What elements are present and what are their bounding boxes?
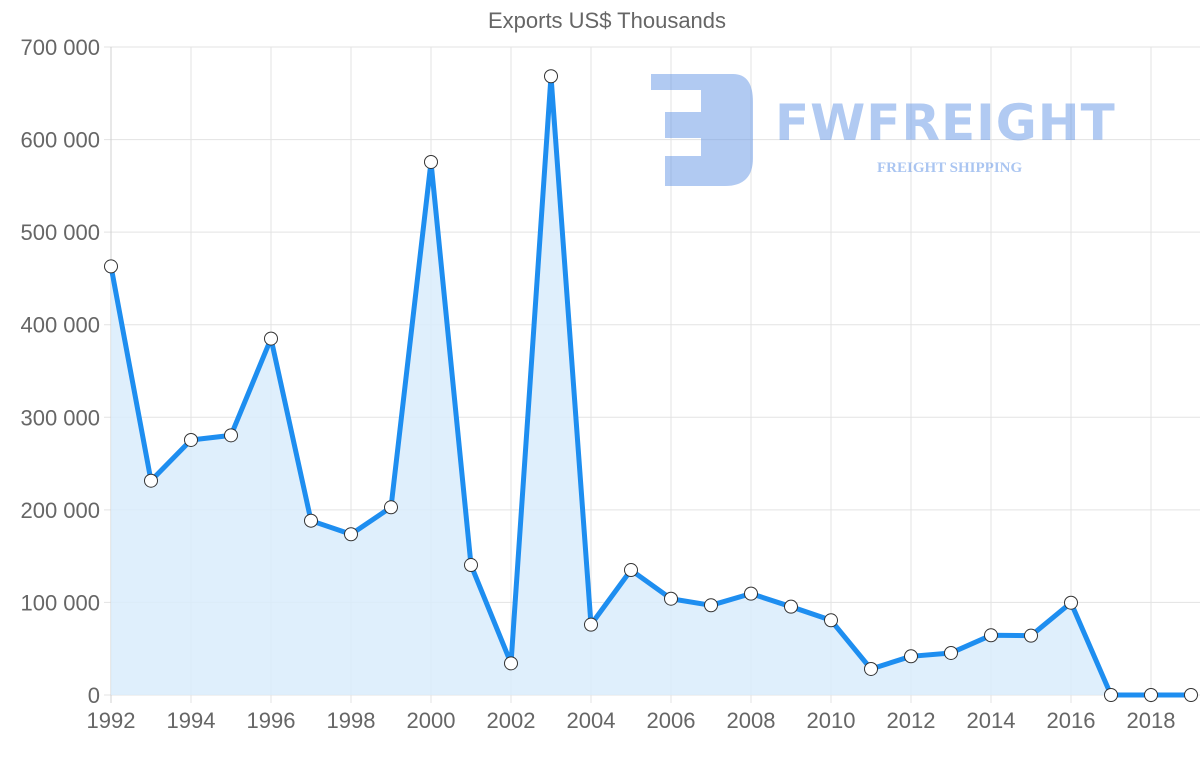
data-line	[108, 73, 1191, 698]
data-points	[104, 69, 1198, 702]
x-tick-label: 1994	[167, 708, 216, 733]
data-point[interactable]	[904, 649, 918, 664]
data-point[interactable]	[144, 473, 158, 488]
data-point[interactable]	[504, 656, 518, 671]
data-point[interactable]	[584, 617, 598, 632]
data-point[interactable]	[984, 628, 998, 643]
data-point[interactable]	[1024, 628, 1038, 643]
data-point[interactable]	[544, 69, 558, 84]
data-point[interactable]	[464, 558, 478, 573]
data-point[interactable]	[344, 527, 358, 542]
y-axis-ticks: 0 100 000 200 000 300 000 400 000 500 000 600 …	[20, 35, 100, 708]
area-fill	[111, 76, 1191, 696]
x-tick-label: 2012	[887, 708, 936, 733]
data-point[interactable]	[784, 599, 798, 614]
y-tick-label: 400 000	[20, 313, 100, 338]
data-point[interactable]	[1064, 595, 1078, 610]
data-point[interactable]	[624, 563, 638, 578]
x-tick-label: 2000	[407, 708, 456, 733]
x-tick-label: 2014	[967, 708, 1016, 733]
x-tick-label: 1992	[87, 708, 136, 733]
y-tick-label: 600 000	[20, 128, 100, 153]
y-tick-label: 100 000	[20, 590, 100, 615]
data-point[interactable]	[664, 591, 678, 606]
x-tick-label: 2016	[1047, 708, 1096, 733]
x-axis-ticks: 1992 1994 1996 1998 2000 2002 2004 2006 2008 2010…	[87, 708, 1176, 733]
data-point[interactable]	[824, 613, 838, 628]
y-tick-label: 300 000	[20, 405, 100, 430]
data-point[interactable]	[864, 661, 878, 676]
data-point[interactable]	[944, 645, 958, 660]
data-point[interactable]	[1144, 688, 1158, 702]
y-tick-label: 0	[88, 683, 100, 708]
data-point[interactable]	[1104, 688, 1118, 702]
chart-title: Exports US$ Thousands	[487, 8, 727, 33]
x-tick-label: 1996	[247, 708, 296, 733]
data-point[interactable]	[424, 154, 438, 169]
data-point[interactable]	[264, 331, 278, 346]
data-point[interactable]	[304, 513, 318, 528]
data-point[interactable]	[384, 500, 398, 515]
data-point[interactable]	[744, 586, 758, 601]
x-tick-label: 2008	[727, 708, 776, 733]
x-tick-label: 2018	[1127, 708, 1176, 733]
x-tick-label: 2004	[567, 708, 616, 733]
data-point[interactable]	[1184, 688, 1198, 702]
data-point[interactable]	[704, 598, 718, 613]
data-point[interactable]	[224, 428, 238, 443]
x-tick-label: 2002	[487, 708, 536, 733]
y-tick-label: 700 000	[20, 35, 100, 60]
data-point[interactable]	[184, 432, 198, 447]
data-point[interactable]	[104, 259, 118, 274]
x-tick-label: 1998	[327, 708, 376, 733]
y-tick-label: 200 000	[20, 498, 100, 523]
y-tick-label: 500 000	[20, 220, 100, 245]
x-tick-label: 2006	[647, 708, 696, 733]
x-tick-label: 2010	[807, 708, 856, 733]
